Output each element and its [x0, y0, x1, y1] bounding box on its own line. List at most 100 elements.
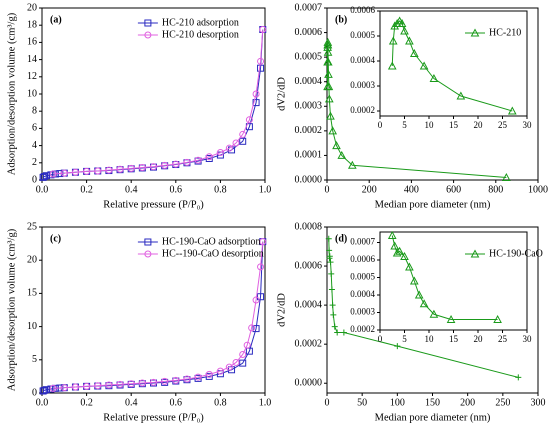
- marker: [40, 386, 48, 394]
- marker: [392, 18, 402, 27]
- y-tick-label: 0.0005: [350, 272, 375, 282]
- y-tick-label: 4: [32, 140, 37, 151]
- marker: [259, 238, 267, 246]
- marker: [347, 160, 357, 169]
- y-tick-label: 0.0000: [295, 378, 323, 389]
- y-tick-label: 0.0002: [350, 324, 375, 334]
- x-tick-label: 0.2: [80, 184, 93, 195]
- marker: [60, 169, 68, 177]
- series-group: [325, 235, 522, 381]
- y-tick-label: 12: [27, 71, 37, 82]
- legend-label: HC--190-CaO desorption: [162, 248, 264, 259]
- y-axis-label: dV2/dD: [276, 293, 287, 327]
- y-tick-label: 0.0008: [295, 221, 323, 232]
- marker: [94, 167, 102, 175]
- x-tick-label: 15: [449, 334, 459, 344]
- marker: [105, 166, 113, 174]
- marker: [172, 160, 180, 168]
- marker: [414, 290, 424, 299]
- marker: [330, 311, 337, 318]
- x-tick-label: 15: [449, 120, 459, 130]
- marker: [49, 384, 57, 392]
- marker: [183, 158, 191, 166]
- marker: [252, 90, 260, 98]
- x-tick-label: 20: [474, 120, 484, 130]
- marker: [49, 170, 57, 178]
- y-tick-label: 0.0004: [295, 299, 323, 310]
- y-tick-label: 10: [27, 88, 37, 99]
- marker: [252, 325, 260, 333]
- marker: [390, 21, 400, 30]
- x-tick-label: 1000: [528, 184, 548, 195]
- legend-label: HC-210: [489, 27, 521, 38]
- x-tick-label: 600: [446, 184, 461, 195]
- marker: [328, 126, 338, 135]
- legend-marker: [144, 19, 152, 27]
- marker: [183, 375, 191, 383]
- y-tick-label: 6: [32, 123, 37, 134]
- marker: [409, 48, 419, 57]
- x-tick-label: 0.8: [214, 184, 227, 195]
- marker: [161, 161, 169, 169]
- marker: [245, 116, 253, 124]
- plot-frame: [379, 231, 528, 331]
- marker: [387, 61, 397, 70]
- marker: [259, 26, 267, 33]
- x-tick-label: 400: [404, 184, 419, 195]
- marker: [216, 148, 224, 156]
- marker: [40, 173, 48, 181]
- y-tick-label: 0.0006: [295, 260, 323, 271]
- marker: [239, 350, 247, 358]
- marker: [324, 69, 333, 78]
- marker: [150, 378, 157, 386]
- marker: [395, 246, 404, 255]
- y-tick-label: 0.0006: [350, 254, 375, 264]
- series-line: [53, 29, 264, 175]
- marker: [327, 259, 334, 266]
- legend-label: HC-210 adsorption: [162, 17, 239, 28]
- series-line: [42, 29, 264, 178]
- marker: [429, 309, 439, 318]
- x-tick-label: 0.0: [36, 184, 49, 195]
- y-tick-label: 0.0002: [350, 105, 375, 115]
- marker: [71, 383, 79, 391]
- plot-frame: [41, 7, 266, 181]
- x-tick-label: 5: [402, 334, 407, 344]
- x-tick-label: 1.0: [259, 397, 272, 408]
- marker: [257, 263, 265, 271]
- y-tick-label: 0: [32, 174, 37, 185]
- x-axis-label: Median pore diameter (nm): [375, 199, 491, 210]
- marker: [239, 130, 247, 138]
- marker: [388, 36, 398, 45]
- x-tick-label: 0: [325, 397, 330, 408]
- y-tick-label: 18: [27, 19, 37, 30]
- x-tick-label: 0.6: [170, 397, 183, 408]
- marker: [515, 374, 522, 381]
- y-tick-label: 0.0003: [350, 307, 375, 317]
- y-axis-label: Adsorption/desorption volume (cm³/g): [6, 228, 17, 391]
- y-tick-label: 0.0007: [295, 2, 323, 13]
- x-tick-label: 20: [474, 334, 484, 344]
- x-axis-label: Relative pressure (P/P₀): [103, 412, 204, 423]
- marker: [42, 172, 50, 180]
- series-group: [387, 230, 502, 323]
- y-tick-label: 0.0006: [350, 5, 375, 15]
- marker: [42, 386, 50, 394]
- marker: [400, 26, 409, 35]
- marker: [419, 61, 429, 70]
- marker: [205, 153, 213, 161]
- series-group: [39, 26, 267, 181]
- x-axis-label: Relative pressure (P/P₀): [103, 199, 204, 210]
- marker: [127, 380, 135, 388]
- marker: [324, 94, 334, 103]
- plot-frame: [41, 226, 266, 394]
- y-tick-label: 2: [32, 157, 37, 168]
- marker: [150, 163, 157, 171]
- marker: [83, 382, 91, 390]
- legend-label: HC-210 desorption: [162, 29, 239, 40]
- x-tick-label: 50: [357, 397, 367, 408]
- x-tick-label: 0.4: [125, 397, 138, 408]
- x-tick-label: 300: [531, 397, 546, 408]
- y-tick-label: 8: [32, 105, 37, 116]
- inset-background: [380, 232, 527, 330]
